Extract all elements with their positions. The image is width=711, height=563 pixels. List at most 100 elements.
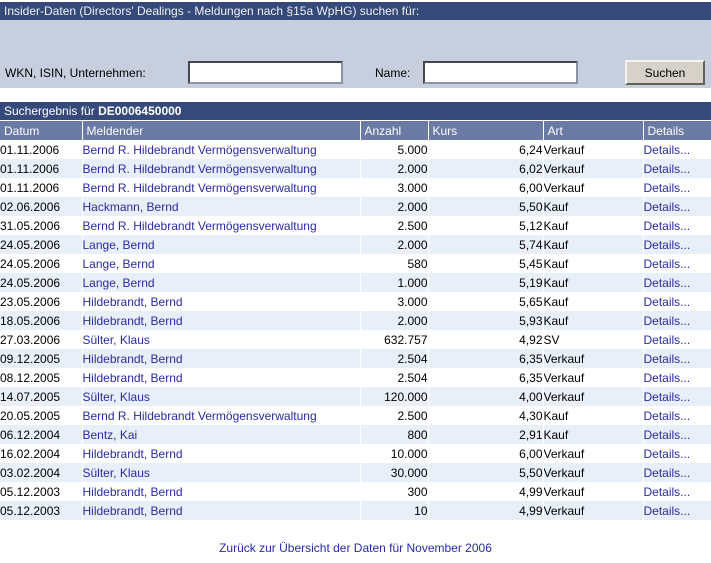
datum-cell: 14.07.2005 bbox=[0, 389, 61, 404]
column-header-art: Art bbox=[542, 121, 643, 140]
details-link[interactable]: Details... bbox=[643, 351, 691, 366]
kurs-cell: 5,65 bbox=[427, 292, 543, 311]
anzahl-cell: 10 bbox=[359, 501, 428, 520]
meldender-link[interactable]: Hildebrandt, Bernd bbox=[82, 484, 183, 499]
details-link[interactable]: Details... bbox=[643, 446, 691, 461]
meldender-link[interactable]: Hildebrandt, Bernd bbox=[82, 503, 183, 518]
datum-cell: 01.11.2006 bbox=[0, 161, 60, 176]
art-cell: SV bbox=[542, 330, 643, 349]
table-row: 08.12.2005 Hildebrandt, Bernd 2.504 6,35… bbox=[0, 368, 711, 387]
art-cell: Kauf bbox=[542, 406, 643, 425]
meldender-link[interactable]: Hildebrandt, Bernd bbox=[82, 294, 183, 309]
footer: Zurück zur Übersicht der Daten für Novem… bbox=[0, 541, 711, 555]
table-row: 27.03.2006 Sülter, Klaus 632.757 4,92 SV… bbox=[0, 330, 711, 349]
art-cell: Verkauf bbox=[542, 501, 643, 520]
meldender-link[interactable]: Hildebrandt, Bernd bbox=[82, 351, 183, 366]
kurs-cell: 6,02 bbox=[427, 159, 543, 178]
meldender-link[interactable]: Sülter, Klaus bbox=[82, 332, 150, 347]
result-bar: Suchergebnis für DE0006450000 bbox=[0, 102, 711, 121]
meldender-link[interactable]: Bernd R. Hildebrandt Vermögensverwaltung bbox=[82, 218, 317, 233]
art-cell: Kauf bbox=[542, 425, 643, 444]
wkn-isin-label: WKN, ISIN, Unternehmen: bbox=[5, 66, 146, 80]
anzahl-cell: 2.000 bbox=[359, 159, 428, 178]
table-row: 24.05.2006 Lange, Bernd 1.000 5,19 Kauf … bbox=[0, 273, 711, 292]
datum-cell: 01.11.2006 bbox=[0, 180, 60, 195]
art-cell: Verkauf bbox=[542, 140, 643, 159]
kurs-cell: 6,35 bbox=[427, 368, 543, 387]
details-link[interactable]: Details... bbox=[643, 161, 691, 176]
details-link[interactable]: Details... bbox=[643, 237, 691, 252]
search-panel: WKN, ISIN, Unternehmen: Name: Suchen bbox=[0, 20, 711, 88]
column-header-row: Datum Meldender Anzahl Kurs Art Details bbox=[0, 121, 711, 140]
datum-cell: 18.05.2006 bbox=[0, 313, 61, 328]
details-link[interactable]: Details... bbox=[643, 275, 691, 290]
anzahl-cell: 2.504 bbox=[359, 349, 428, 368]
meldender-link[interactable]: Lange, Bernd bbox=[82, 237, 155, 252]
meldender-link[interactable]: Lange, Bernd bbox=[82, 275, 155, 290]
art-cell: Verkauf bbox=[542, 387, 643, 406]
art-cell: Verkauf bbox=[542, 178, 643, 197]
meldender-link[interactable]: Hildebrandt, Bernd bbox=[82, 446, 183, 461]
suchen-button[interactable]: Suchen bbox=[625, 60, 705, 85]
datum-cell: 05.12.2003 bbox=[0, 484, 61, 499]
meldender-link[interactable]: Lange, Bernd bbox=[82, 256, 155, 271]
meldender-link[interactable]: Bernd R. Hildebrandt Vermögensverwaltung bbox=[82, 142, 317, 157]
meldender-link[interactable]: Sülter, Klaus bbox=[82, 389, 150, 404]
column-header-anzahl: Anzahl bbox=[359, 121, 428, 140]
datum-cell: 27.03.2006 bbox=[0, 332, 61, 347]
meldender-link[interactable]: Bernd R. Hildebrandt Vermögensverwaltung bbox=[82, 161, 317, 176]
back-to-overview-link[interactable]: Zurück zur Übersicht der Daten für Novem… bbox=[219, 541, 492, 555]
datum-cell: 24.05.2006 bbox=[0, 256, 61, 271]
kurs-cell: 5,12 bbox=[427, 216, 543, 235]
meldender-link[interactable]: Hackmann, Bernd bbox=[82, 199, 179, 214]
details-link[interactable]: Details... bbox=[643, 465, 691, 480]
table-row: 23.05.2006 Hildebrandt, Bernd 3.000 5,65… bbox=[0, 292, 711, 311]
meldender-link[interactable]: Hildebrandt, Bernd bbox=[82, 313, 183, 328]
datum-cell: 09.12.2005 bbox=[0, 351, 61, 366]
details-link[interactable]: Details... bbox=[643, 199, 691, 214]
details-link[interactable]: Details... bbox=[643, 370, 691, 385]
details-link[interactable]: Details... bbox=[643, 294, 691, 309]
anzahl-cell: 800 bbox=[359, 425, 428, 444]
meldender-link[interactable]: Bentz, Kai bbox=[82, 427, 138, 442]
table-row: 09.12.2005 Hildebrandt, Bernd 2.504 6,35… bbox=[0, 349, 711, 368]
kurs-cell: 6,24 bbox=[427, 140, 543, 159]
kurs-cell: 5,74 bbox=[427, 235, 543, 254]
anzahl-cell: 2.504 bbox=[359, 368, 428, 387]
meldender-link[interactable]: Hildebrandt, Bernd bbox=[82, 370, 183, 385]
details-link[interactable]: Details... bbox=[643, 503, 691, 518]
anzahl-cell: 5.000 bbox=[359, 140, 428, 159]
table-row: 06.12.2004 Bentz, Kai 800 2,91 Kauf Deta… bbox=[0, 425, 711, 444]
art-cell: Verkauf bbox=[542, 349, 643, 368]
table-row: 05.12.2003 Hildebrandt, Bernd 300 4,99 V… bbox=[0, 482, 711, 501]
anzahl-cell: 10.000 bbox=[359, 444, 428, 463]
table-row: 01.11.2006 Bernd R. Hildebrandt Vermögen… bbox=[0, 159, 711, 178]
column-header-meldender: Meldender bbox=[81, 121, 360, 140]
details-link[interactable]: Details... bbox=[643, 484, 691, 499]
details-link[interactable]: Details... bbox=[643, 313, 691, 328]
kurs-cell: 6,35 bbox=[427, 349, 543, 368]
details-link[interactable]: Details... bbox=[643, 389, 691, 404]
details-link[interactable]: Details... bbox=[643, 180, 691, 195]
details-link[interactable]: Details... bbox=[643, 332, 691, 347]
wkn-isin-input[interactable] bbox=[188, 61, 343, 84]
name-input[interactable] bbox=[423, 61, 578, 84]
kurs-cell: 2,91 bbox=[427, 425, 543, 444]
table-row: 24.05.2006 Lange, Bernd 580 5,45 Kauf De… bbox=[0, 254, 711, 273]
meldender-link[interactable]: Bernd R. Hildebrandt Vermögensverwaltung bbox=[82, 408, 317, 423]
table-row: 01.11.2006 Bernd R. Hildebrandt Vermögen… bbox=[0, 140, 711, 159]
meldender-link[interactable]: Sülter, Klaus bbox=[82, 465, 150, 480]
art-cell: Kauf bbox=[542, 235, 643, 254]
details-link[interactable]: Details... bbox=[643, 427, 691, 442]
details-link[interactable]: Details... bbox=[643, 142, 691, 157]
art-cell: Verkauf bbox=[542, 463, 643, 482]
kurs-cell: 5,19 bbox=[427, 273, 543, 292]
kurs-cell: 6,00 bbox=[427, 444, 543, 463]
details-link[interactable]: Details... bbox=[643, 256, 691, 271]
meldender-link[interactable]: Bernd R. Hildebrandt Vermögensverwaltung bbox=[82, 180, 317, 195]
anzahl-cell: 3.000 bbox=[359, 178, 428, 197]
details-link[interactable]: Details... bbox=[643, 408, 691, 423]
anzahl-cell: 2.000 bbox=[359, 311, 428, 330]
table-row: 14.07.2005 Sülter, Klaus 120.000 4,00 Ve… bbox=[0, 387, 711, 406]
details-link[interactable]: Details... bbox=[643, 218, 691, 233]
